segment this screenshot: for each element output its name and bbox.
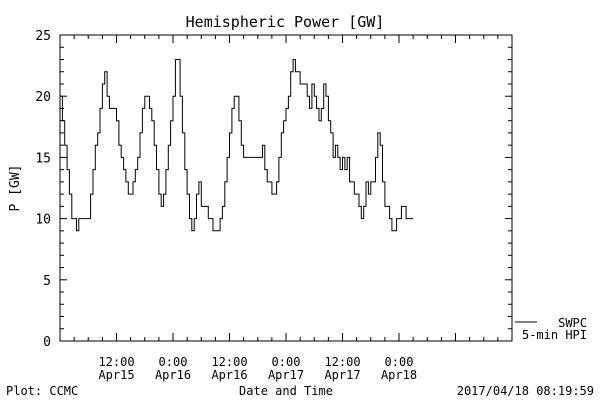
footer-plot-credit: Plot: CCMC	[6, 384, 78, 398]
footer-timestamp: 2017/04/18 08:19:59	[457, 384, 594, 398]
legend-label-swpc: SWPC	[558, 316, 587, 330]
x-tick-date-label: Apr16	[211, 368, 247, 382]
x-tick-date-label: Apr15	[98, 368, 134, 382]
x-tick-date-label: Apr17	[324, 368, 360, 382]
x-tick-date-label: Apr18	[381, 368, 417, 382]
y-axis-label: P [GW]	[8, 165, 23, 212]
x-tick-time-label: 0:00	[272, 355, 301, 369]
x-tick-date-label: Apr17	[268, 368, 304, 382]
x-axis-label: Date and Time	[239, 384, 333, 398]
y-tick-label: 0	[43, 335, 51, 350]
chart-title: Hemispheric Power [GW]	[186, 13, 385, 31]
x-tick-time-label: 0:00	[385, 355, 414, 369]
y-tick-label: 10	[35, 213, 51, 228]
y-tick-label: 25	[35, 29, 51, 44]
series-layer	[60, 59, 414, 232]
x-tick-time-label: 12:00	[211, 355, 247, 369]
y-tick-label: 15	[35, 151, 51, 166]
y-tick-label: 5	[43, 274, 51, 289]
x-tick-date-label: Apr16	[155, 368, 191, 382]
x-tick-time-label: 12:00	[98, 355, 134, 369]
x-tick-time-label: 0:00	[159, 355, 188, 369]
legend-label-hpi: 5-min HPI	[522, 328, 587, 342]
y-axis: 0 5 10 15 20 25	[35, 29, 512, 350]
series-line-hpi	[60, 59, 414, 232]
x-tick-time-label: 12:00	[324, 355, 360, 369]
legend: SWPC 5-min HPI	[515, 316, 587, 342]
y-tick-label: 20	[35, 90, 51, 105]
x-axis: 12:00Apr150:00Apr1612:00Apr160:00Apr1712…	[59, 35, 513, 382]
